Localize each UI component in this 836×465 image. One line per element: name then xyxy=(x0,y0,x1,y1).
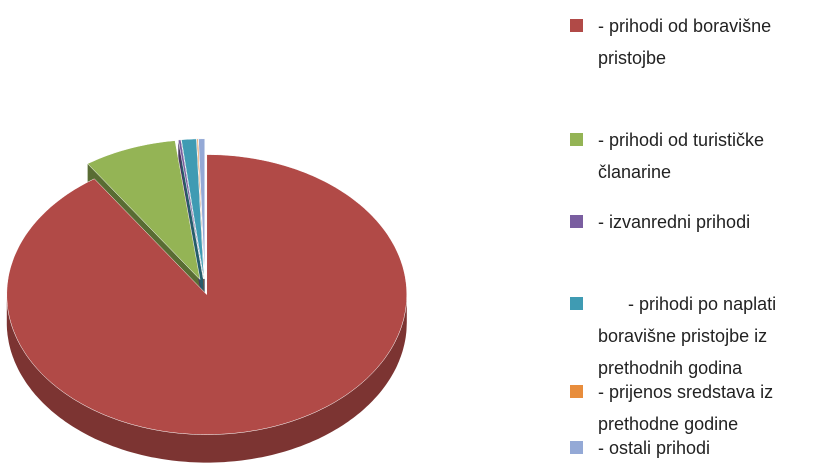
legend-label: - prihodi od boravišne pristojbe xyxy=(598,16,772,68)
slice xyxy=(87,140,201,281)
legend-item: - prihodi od boravišne pristojbe xyxy=(570,10,832,74)
legend-item: - izvanredni prihodi xyxy=(570,206,832,238)
legend-swatch xyxy=(570,19,583,32)
legend-label: - prihodi od turističke članarine xyxy=(598,130,765,182)
legend-item: - prijenos sredstava iz prethodne godine xyxy=(570,376,832,440)
slice-side xyxy=(6,294,407,463)
legend-item: - prihodi od turističke članarine xyxy=(570,124,832,188)
pie xyxy=(6,138,408,463)
legend-item: - prihodi po naplati boravišne pristojbe… xyxy=(570,288,832,384)
legend-swatch xyxy=(570,297,583,310)
slice xyxy=(196,138,205,279)
legend-swatch xyxy=(570,215,583,228)
legend-label: - prijenos sredstava iz prethodne godine xyxy=(598,382,774,434)
legend-swatch xyxy=(570,133,583,146)
legend-swatch xyxy=(570,385,583,398)
legend-label: - ostali prihodi xyxy=(598,438,711,458)
slice xyxy=(198,138,206,279)
legend-swatch xyxy=(570,441,583,454)
legend-item: - ostali prihodi xyxy=(570,432,832,464)
legend-label: - izvanredni prihodi xyxy=(598,212,751,232)
slice xyxy=(181,138,205,279)
slice xyxy=(6,154,408,435)
slice xyxy=(178,139,204,279)
legend-label: - prihodi po naplati boravišne pristojbe… xyxy=(598,294,777,378)
